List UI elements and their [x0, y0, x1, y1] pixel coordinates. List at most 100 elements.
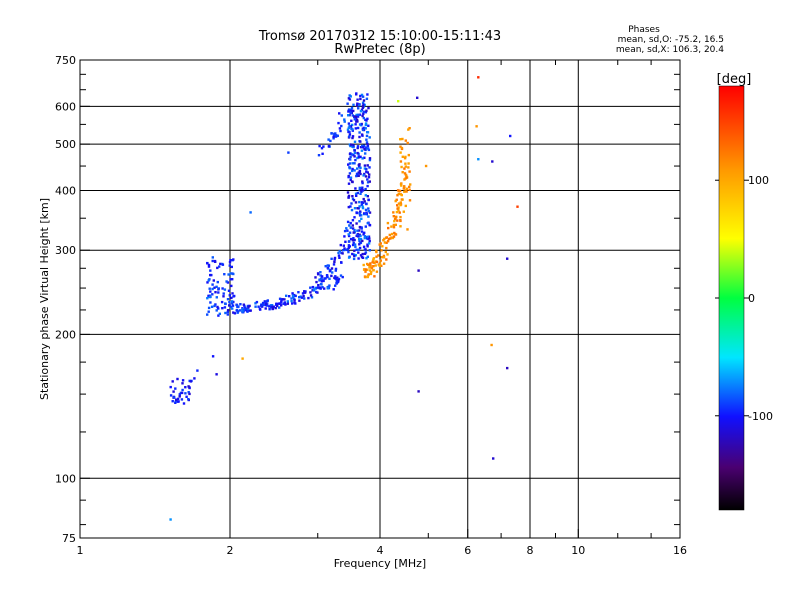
data-point [365, 167, 368, 171]
data-point [355, 174, 358, 178]
data-point [395, 198, 398, 201]
data-point [353, 115, 356, 118]
data-point [357, 155, 360, 158]
data-point [351, 135, 355, 138]
data-point [358, 113, 362, 116]
data-point [320, 275, 324, 278]
data-point [359, 140, 362, 143]
data-point [274, 306, 277, 310]
data-point [188, 386, 191, 390]
data-point [365, 147, 368, 150]
data-point [218, 312, 221, 315]
data-point [333, 276, 336, 279]
data-point [398, 211, 401, 214]
data-point [211, 256, 214, 259]
data-point [367, 148, 371, 152]
data-point [352, 109, 355, 113]
data-point [347, 234, 351, 238]
data-point [255, 300, 259, 304]
data-point [338, 127, 342, 130]
chart-subtitle: RwPretec (8p) [334, 42, 425, 57]
data-point [303, 291, 307, 294]
data-point [359, 110, 363, 113]
data-point [367, 106, 370, 110]
data-point [336, 276, 339, 279]
data-point [382, 256, 386, 259]
data-point [229, 305, 233, 308]
data-point [477, 158, 480, 161]
data-point [391, 236, 395, 240]
data-point [178, 393, 181, 396]
data-point [367, 176, 371, 179]
data-point [213, 304, 216, 308]
data-point [181, 388, 184, 392]
data-point [347, 246, 350, 249]
data-point [362, 201, 365, 205]
data-point [405, 174, 408, 177]
data-point [360, 108, 364, 111]
data-point [361, 95, 365, 98]
data-point [354, 115, 358, 118]
data-point [393, 231, 396, 235]
data-point [360, 149, 364, 152]
data-point [264, 307, 267, 310]
data-point [373, 275, 376, 278]
data-point [372, 269, 375, 272]
data-point [363, 164, 367, 167]
data-point [390, 232, 394, 236]
data-point [230, 265, 233, 269]
data-point [349, 226, 352, 229]
data-point [337, 121, 340, 125]
data-point [402, 187, 405, 190]
data-point [358, 212, 361, 215]
data-point [351, 162, 354, 165]
data-point [215, 373, 218, 376]
data-point [351, 136, 354, 140]
data-point [386, 221, 390, 225]
data-point [359, 238, 363, 241]
data-point [366, 181, 370, 184]
data-point [293, 298, 296, 302]
data-point [399, 151, 402, 154]
data-point [329, 139, 332, 143]
data-point [347, 108, 351, 111]
data-point [356, 102, 359, 105]
data-point [339, 243, 342, 247]
data-point [408, 199, 412, 202]
data-point [356, 151, 359, 155]
data-point [369, 272, 373, 276]
data-point [366, 245, 369, 248]
data-point [359, 166, 362, 169]
data-point [351, 252, 354, 256]
data-point [226, 313, 229, 316]
data-point [361, 128, 365, 132]
data-point [229, 272, 232, 275]
data-point [366, 275, 369, 279]
data-point [217, 287, 220, 290]
data-point [225, 280, 228, 283]
data-point [362, 174, 365, 177]
data-point [359, 189, 362, 192]
data-point [320, 280, 324, 283]
data-point [184, 386, 187, 389]
data-point [353, 162, 356, 165]
data-point [321, 286, 324, 289]
data-point [187, 385, 190, 388]
data-point [353, 149, 356, 152]
data-point [409, 183, 412, 186]
data-point [348, 98, 352, 101]
data-point [356, 126, 360, 130]
data-point [351, 243, 355, 247]
data-point [214, 303, 217, 306]
data-point [357, 235, 360, 238]
data-point [363, 212, 366, 215]
x-tick-label: 4 [377, 544, 384, 557]
data-point [352, 199, 356, 202]
data-point [257, 305, 260, 308]
data-point [417, 390, 420, 393]
data-point [368, 237, 371, 240]
data-point [348, 224, 351, 227]
data-point [364, 270, 367, 273]
data-point [350, 143, 353, 146]
data-point [364, 123, 368, 127]
